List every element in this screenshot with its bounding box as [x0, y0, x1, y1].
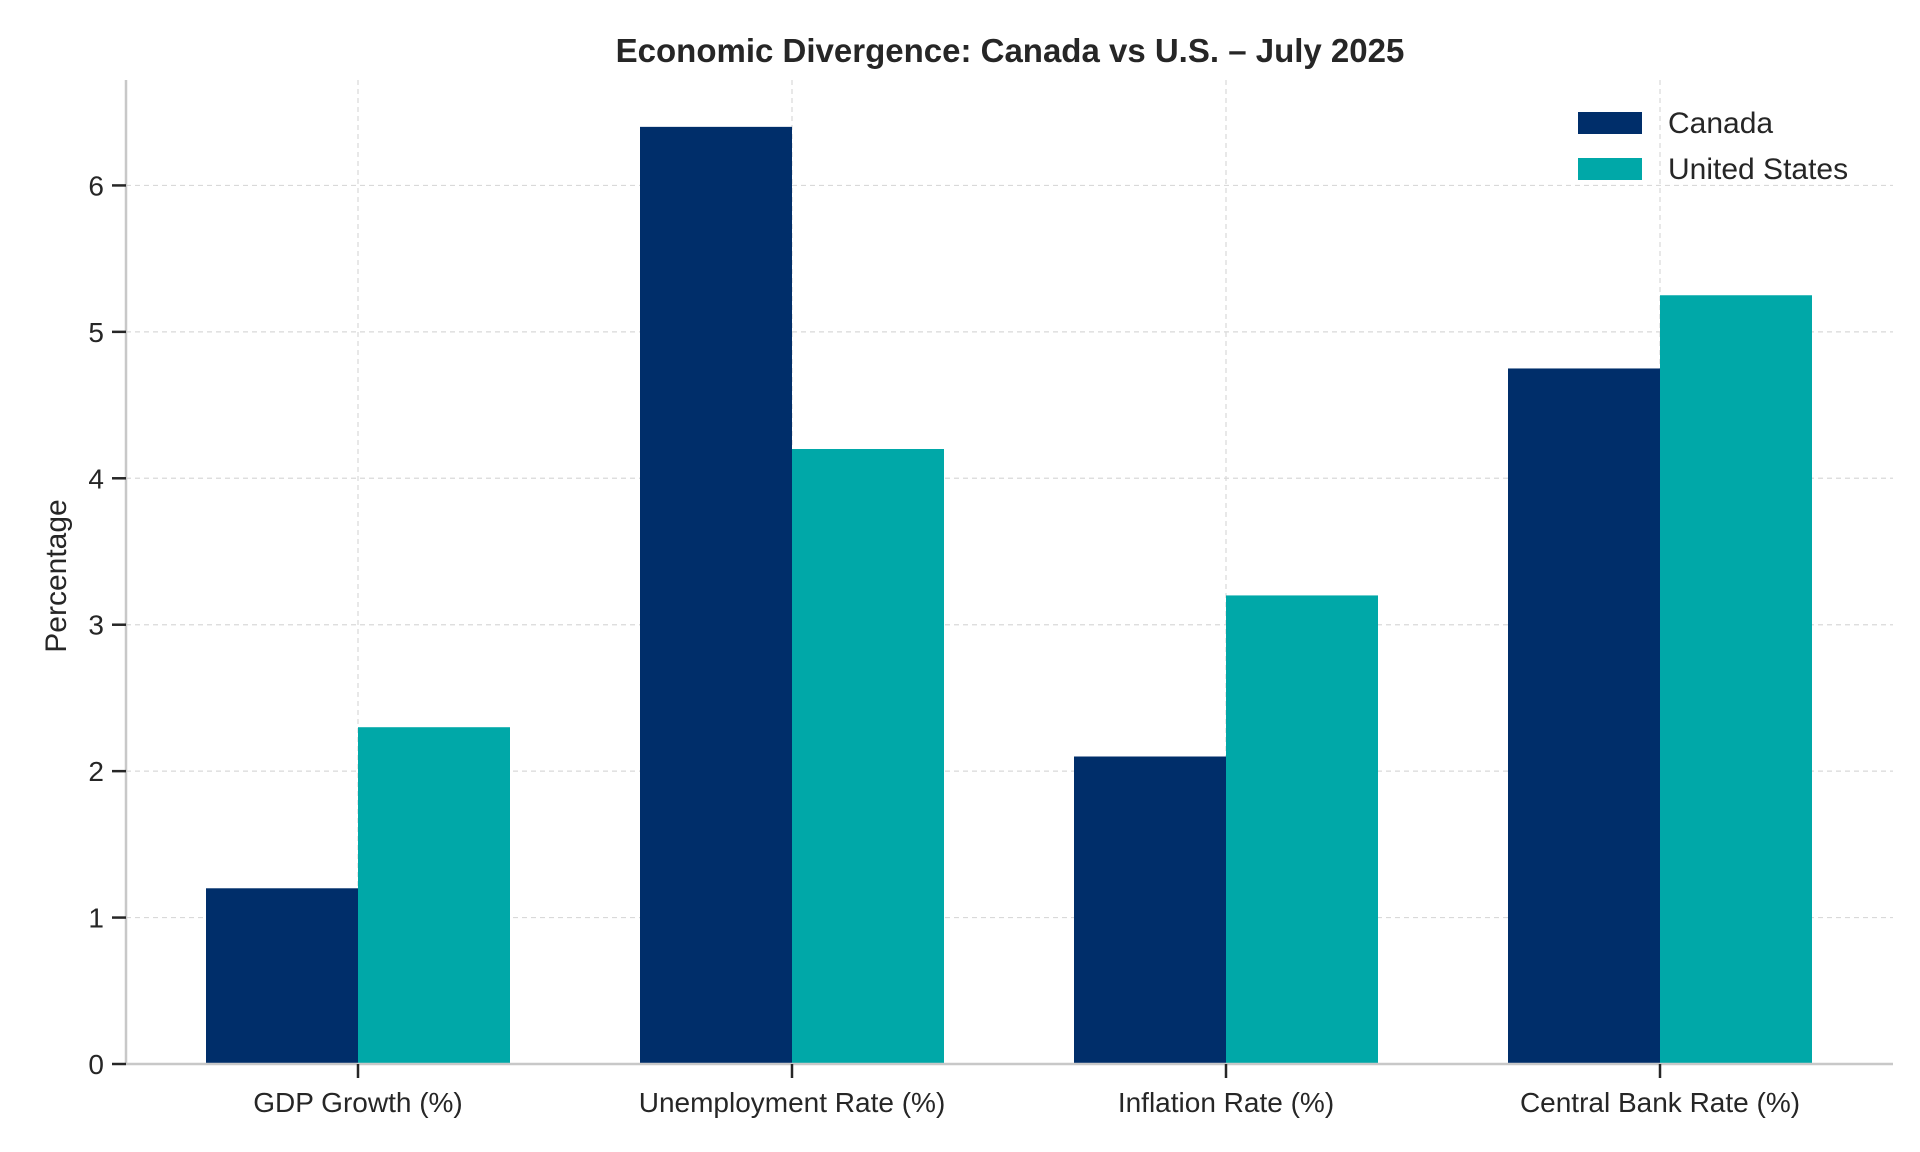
x-tick-label: Inflation Rate (%) — [1118, 1087, 1334, 1118]
bar-canada — [206, 888, 358, 1064]
x-tick-label: Central Bank Rate (%) — [1520, 1087, 1800, 1118]
bar-canada — [640, 126, 792, 1065]
y-tick-label: 2 — [88, 756, 104, 787]
y-tick-label: 3 — [88, 610, 104, 641]
legend-label: United States — [1668, 153, 1848, 186]
y-tick-label: 0 — [88, 1049, 104, 1080]
bar-united-states — [1660, 295, 1812, 1064]
x-tick-label: Unemployment Rate (%) — [639, 1087, 946, 1118]
bar-united-states — [358, 727, 510, 1064]
legend-swatch-canada — [1578, 112, 1642, 134]
legend-label: Canada — [1668, 107, 1773, 140]
y-tick-label: 6 — [88, 170, 104, 201]
bars — [206, 126, 1812, 1065]
y-tick-label: 1 — [88, 903, 104, 934]
axes: 0 1 2 3 4 5 6 GDP Growth (%) Unemployment Rate (… — [88, 80, 1893, 1118]
y-tick-label: 4 — [88, 463, 104, 494]
legend-swatch-united-states — [1578, 158, 1642, 180]
y-axis-label: Percentage — [40, 499, 73, 652]
x-tick-label: GDP Growth (%) — [253, 1087, 463, 1118]
bar-canada — [1508, 368, 1660, 1064]
chart-title: Economic Divergence: Canada vs U.S. – Ju… — [616, 32, 1405, 69]
bar-canada — [1074, 756, 1226, 1064]
legend: Canada United States — [1578, 107, 1848, 186]
y-tick-label: 5 — [88, 317, 104, 348]
bar-united-states — [792, 449, 944, 1064]
bar-united-states — [1226, 595, 1378, 1064]
